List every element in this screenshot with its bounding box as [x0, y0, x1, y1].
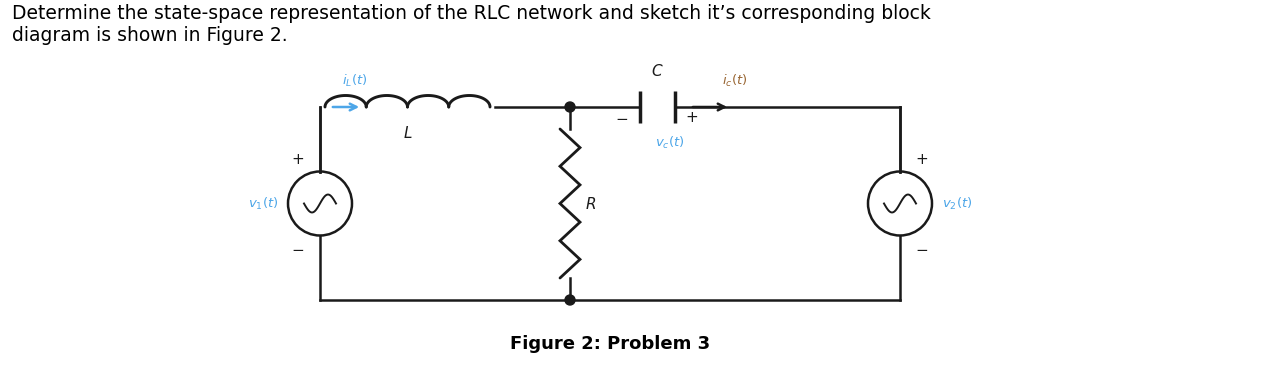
Text: $C$: $C$ — [651, 63, 664, 79]
Text: $v_1(t)$: $v_1(t)$ — [247, 195, 278, 212]
Text: $-$: $-$ — [916, 241, 928, 256]
Circle shape — [565, 102, 575, 112]
Text: $v_2(t)$: $v_2(t)$ — [943, 195, 972, 212]
Text: $-$: $-$ — [615, 109, 628, 125]
Text: $-$: $-$ — [292, 241, 305, 256]
Text: Figure 2: Problem 3: Figure 2: Problem 3 — [511, 335, 710, 353]
Text: $+$: $+$ — [685, 109, 698, 125]
Text: $i_c(t)$: $i_c(t)$ — [723, 73, 747, 89]
Text: Determine the state-space representation of the RLC network and sketch it’s corr: Determine the state-space representation… — [12, 4, 931, 45]
Text: $v_c(t)$: $v_c(t)$ — [655, 135, 684, 151]
Text: $R$: $R$ — [585, 196, 597, 212]
Circle shape — [565, 295, 575, 305]
Text: $+$: $+$ — [916, 151, 928, 167]
Text: $+$: $+$ — [292, 151, 305, 167]
Text: $L$: $L$ — [403, 125, 413, 141]
Text: $i_L(t)$: $i_L(t)$ — [342, 73, 368, 89]
